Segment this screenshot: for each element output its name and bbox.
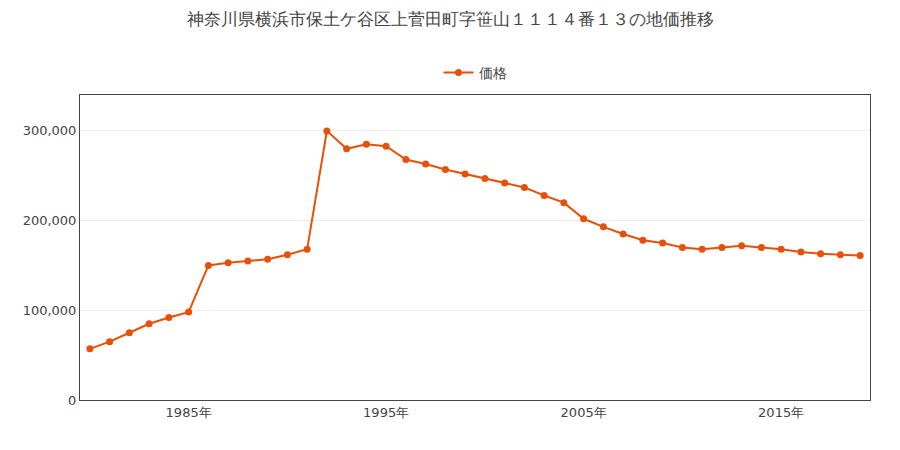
svg-text:0: 0 bbox=[68, 393, 76, 408]
svg-text:1995年: 1995年 bbox=[363, 405, 409, 420]
svg-text:2005年: 2005年 bbox=[561, 405, 607, 420]
svg-text:2015年: 2015年 bbox=[758, 405, 804, 420]
svg-text:300,000: 300,000 bbox=[23, 123, 77, 138]
svg-text:価格: 価格 bbox=[479, 65, 507, 81]
svg-text:神奈川県横浜市保土ケ谷区上菅田町字笹山１１１４番１３の地価推: 神奈川県横浜市保土ケ谷区上菅田町字笹山１１１４番１３の地価推移 bbox=[187, 9, 714, 29]
svg-text:1985年: 1985年 bbox=[166, 405, 212, 420]
svg-text:100,000: 100,000 bbox=[23, 303, 77, 318]
svg-text:200,000: 200,000 bbox=[23, 213, 77, 228]
